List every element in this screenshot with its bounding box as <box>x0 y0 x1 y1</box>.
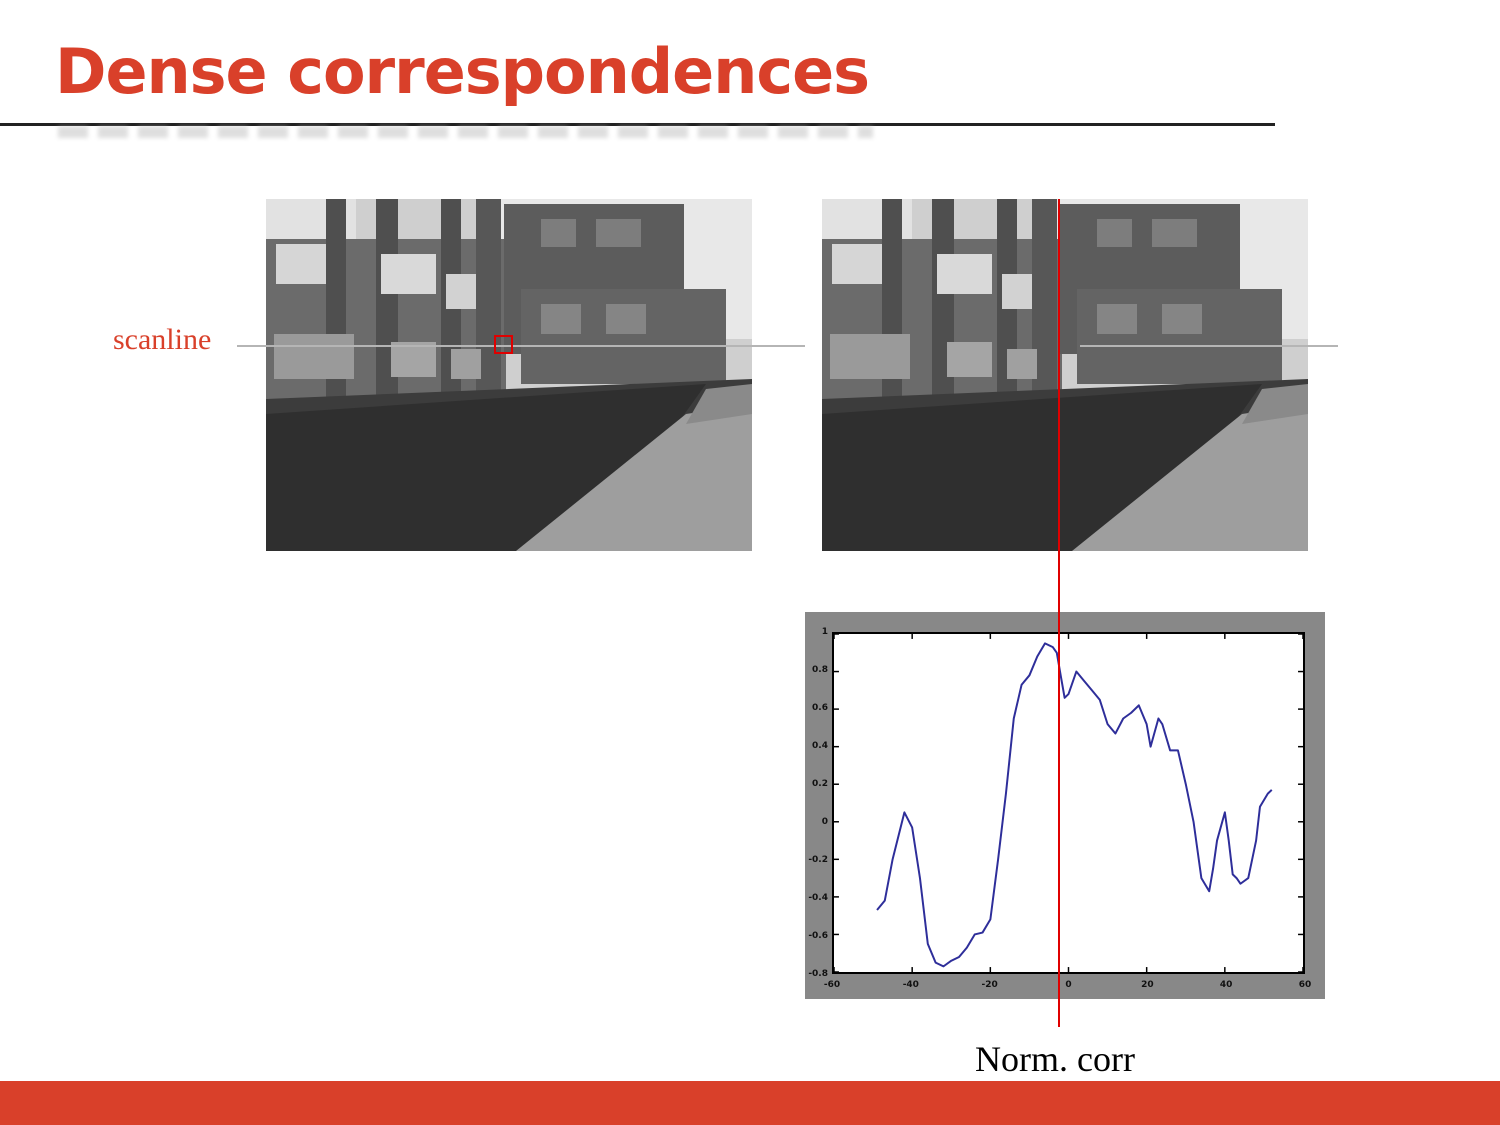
y-tick-label: -0.8 <box>808 969 828 979</box>
x-tick-label: 60 <box>1298 980 1312 990</box>
caption-norm-corr: Norm. corr <box>975 1039 1135 1079</box>
scanline-right <box>1080 345 1338 347</box>
x-tick-label: -20 <box>981 980 998 990</box>
y-tick-label: 0.6 <box>812 703 828 713</box>
footer-bar <box>0 1081 1500 1125</box>
correlation-series-line <box>876 642 1273 968</box>
y-tick-label: 0.8 <box>812 665 828 675</box>
y-tick-label: 0 <box>821 817 828 827</box>
x-tick-label: 20 <box>1141 980 1154 990</box>
slide-title: Dense correspondences <box>55 35 870 108</box>
y-tick-label: 0.4 <box>812 741 828 751</box>
x-tick-label: 40 <box>1219 980 1233 990</box>
reference-patch-box <box>494 335 513 354</box>
x-tick-label: 0 <box>1065 980 1072 990</box>
scanline-left <box>237 345 805 347</box>
match-marker-line <box>1058 199 1060 1027</box>
stereo-right-image <box>822 199 1308 551</box>
norm-corr-plot <box>832 632 1305 974</box>
title-underline <box>0 123 1275 126</box>
y-tick-label: -0.2 <box>808 855 828 865</box>
x-tick-label: -40 <box>902 980 919 990</box>
y-tick-label: -0.4 <box>808 893 828 903</box>
y-tick-label: 1 <box>821 627 828 637</box>
x-tick-label: -60 <box>823 980 841 990</box>
y-tick-label: 0.2 <box>812 779 828 789</box>
blurred-subtitle-text <box>58 126 873 138</box>
scanline-label: scanline <box>113 323 212 356</box>
y-tick-label: -0.6 <box>808 931 828 941</box>
stereo-left-image <box>266 199 752 551</box>
